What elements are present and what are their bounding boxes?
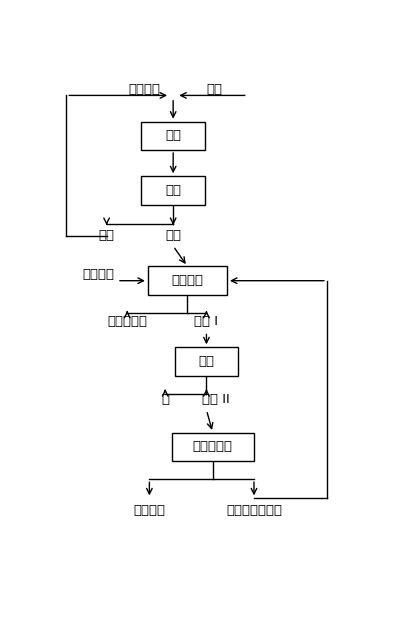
Text: 滤液: 滤液 <box>99 229 115 242</box>
Text: 微波加热: 微波加热 <box>171 274 203 287</box>
Text: 可排气体: 可排气体 <box>133 503 165 516</box>
Text: 碱液: 碱液 <box>207 83 222 96</box>
FancyBboxPatch shape <box>172 433 254 462</box>
Text: 活性炭吸附: 活性炭吸附 <box>193 441 233 453</box>
Text: 废汞触媒: 废汞触媒 <box>129 83 161 96</box>
Text: 尾气 II: 尾气 II <box>202 393 230 406</box>
Text: 尾气 I: 尾气 I <box>194 315 218 328</box>
Text: 吸附饱和活性炭: 吸附饱和活性炭 <box>226 503 282 516</box>
FancyBboxPatch shape <box>175 347 238 376</box>
FancyBboxPatch shape <box>142 176 205 205</box>
Text: 汞: 汞 <box>161 393 169 406</box>
Text: 冷凝: 冷凝 <box>198 355 214 368</box>
Text: 再生活性炭: 再生活性炭 <box>107 315 147 328</box>
FancyBboxPatch shape <box>142 122 205 150</box>
Text: 滤渣: 滤渣 <box>165 229 181 242</box>
FancyBboxPatch shape <box>148 267 227 295</box>
Text: 过滤: 过滤 <box>165 184 181 197</box>
Text: 活化气体: 活化气体 <box>82 268 114 281</box>
Text: 浸泡: 浸泡 <box>165 130 181 143</box>
